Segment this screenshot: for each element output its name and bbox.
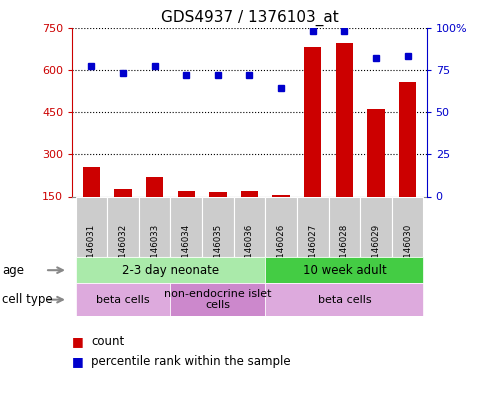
FancyBboxPatch shape bbox=[234, 196, 265, 257]
Text: cell type: cell type bbox=[2, 293, 53, 306]
Text: ■: ■ bbox=[72, 335, 84, 349]
Text: non-endocrine islet
cells: non-endocrine islet cells bbox=[164, 289, 271, 310]
Text: count: count bbox=[91, 335, 125, 349]
Text: GSM1146027: GSM1146027 bbox=[308, 224, 317, 282]
Bar bbox=[272, 195, 290, 196]
Bar bbox=[114, 189, 132, 196]
Bar bbox=[399, 83, 416, 196]
Bar bbox=[336, 43, 353, 196]
Bar bbox=[209, 192, 227, 196]
FancyBboxPatch shape bbox=[171, 196, 202, 257]
FancyBboxPatch shape bbox=[328, 196, 360, 257]
Bar bbox=[75, 257, 265, 283]
Text: beta cells: beta cells bbox=[317, 295, 371, 305]
Bar bbox=[146, 177, 163, 196]
Text: GSM1146033: GSM1146033 bbox=[150, 224, 159, 282]
Text: GSM1146026: GSM1146026 bbox=[276, 224, 285, 282]
Bar bbox=[171, 283, 265, 316]
Bar bbox=[241, 191, 258, 196]
Text: GDS4937 / 1376103_at: GDS4937 / 1376103_at bbox=[161, 10, 338, 26]
FancyBboxPatch shape bbox=[75, 196, 107, 257]
Text: GSM1146032: GSM1146032 bbox=[118, 224, 127, 282]
Bar bbox=[265, 257, 424, 283]
Bar bbox=[304, 47, 321, 196]
Text: 2-3 day neonate: 2-3 day neonate bbox=[122, 264, 219, 277]
Text: percentile rank within the sample: percentile rank within the sample bbox=[91, 355, 291, 368]
Bar bbox=[178, 191, 195, 196]
Text: GSM1146034: GSM1146034 bbox=[182, 224, 191, 282]
FancyBboxPatch shape bbox=[265, 196, 297, 257]
Bar bbox=[367, 109, 385, 196]
Text: GSM1146030: GSM1146030 bbox=[403, 224, 412, 282]
Bar bbox=[265, 283, 424, 316]
Bar bbox=[75, 283, 171, 316]
Text: ■: ■ bbox=[72, 355, 84, 368]
Text: beta cells: beta cells bbox=[96, 295, 150, 305]
FancyBboxPatch shape bbox=[202, 196, 234, 257]
Text: GSM1146029: GSM1146029 bbox=[372, 224, 381, 282]
FancyBboxPatch shape bbox=[139, 196, 171, 257]
Text: GSM1146031: GSM1146031 bbox=[87, 224, 96, 282]
FancyBboxPatch shape bbox=[360, 196, 392, 257]
FancyBboxPatch shape bbox=[297, 196, 328, 257]
Text: GSM1146035: GSM1146035 bbox=[214, 224, 223, 282]
FancyBboxPatch shape bbox=[392, 196, 424, 257]
Text: GSM1146036: GSM1146036 bbox=[245, 224, 254, 282]
Text: 10 week adult: 10 week adult bbox=[302, 264, 386, 277]
Bar bbox=[83, 167, 100, 196]
Text: GSM1146028: GSM1146028 bbox=[340, 224, 349, 282]
Text: age: age bbox=[2, 264, 24, 277]
FancyBboxPatch shape bbox=[107, 196, 139, 257]
